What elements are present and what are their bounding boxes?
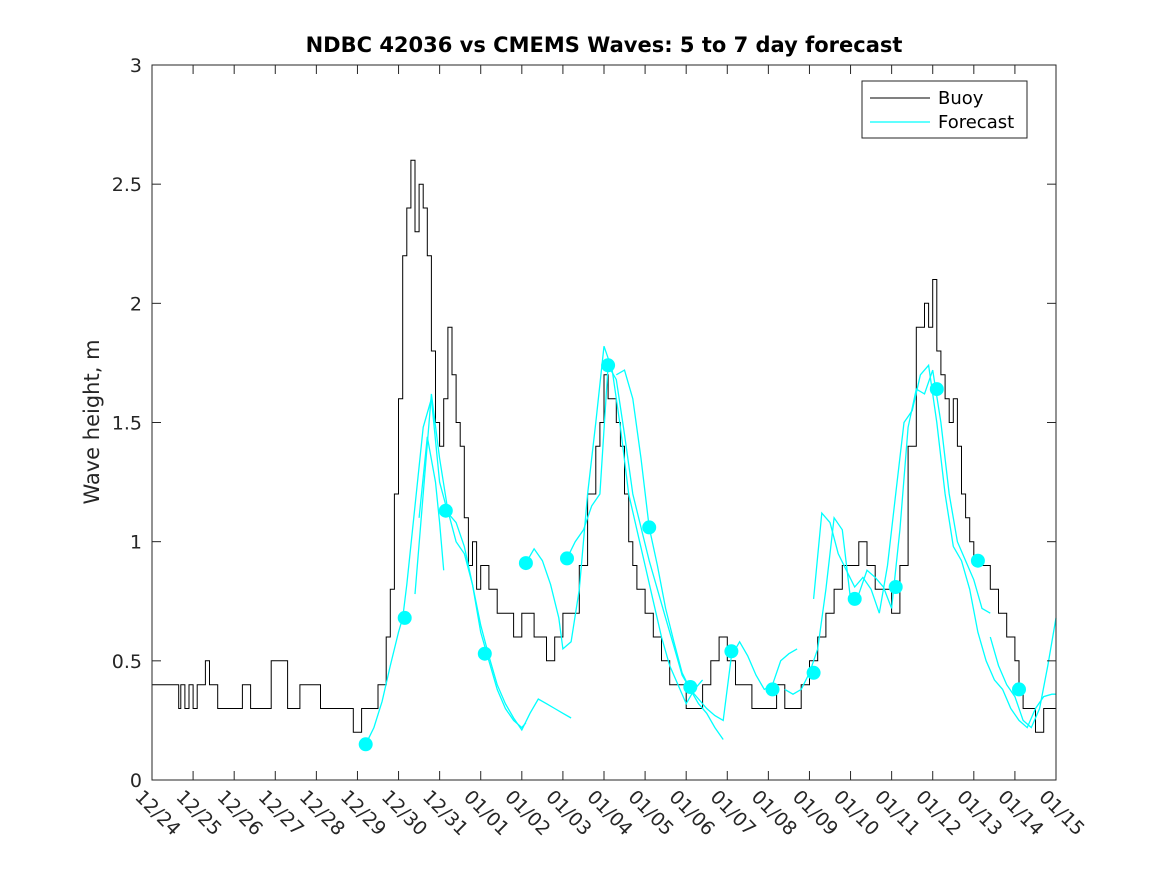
forecast-marker xyxy=(397,610,412,625)
plot-area xyxy=(152,159,1057,752)
forecast-marker xyxy=(929,382,944,397)
x-tick-label: 01/06 xyxy=(665,786,719,840)
x-tick-label: 01/13 xyxy=(952,786,1006,840)
x-tick-label: 12/27 xyxy=(254,786,308,840)
x-tick-label: 12/26 xyxy=(213,786,267,840)
forecast-marker xyxy=(477,646,492,661)
x-tick-label: 01/14 xyxy=(993,786,1047,840)
x-tick-label: 12/24 xyxy=(130,786,184,840)
x-tick-label: 01/01 xyxy=(459,786,513,840)
forecast-marker xyxy=(1012,682,1026,697)
forecast-marker xyxy=(724,644,739,659)
legend: Buoy Forecast xyxy=(861,80,1028,139)
x-tick-label: 01/07 xyxy=(706,786,760,840)
y-tick-label: 0.5 xyxy=(112,651,142,673)
legend-buoy-label: Buoy xyxy=(938,88,984,109)
forecast-series-line-9 xyxy=(989,617,1057,729)
forecast-series-line-8 xyxy=(812,363,1056,729)
forecast-marker xyxy=(970,553,985,568)
y-axis-label: Wave height, m xyxy=(80,339,104,504)
y-tick-label: 0 xyxy=(130,770,142,792)
y-tick-label: 1.5 xyxy=(112,413,142,435)
y-tick-label: 2 xyxy=(130,293,142,315)
x-tick-label: 01/15 xyxy=(1034,786,1088,840)
forecast-marker xyxy=(683,680,698,694)
x-tick-label: 01/12 xyxy=(911,786,965,840)
x-tick-label: 12/28 xyxy=(295,786,349,840)
forecast-marker xyxy=(438,503,453,518)
x-tick-label: 12/31 xyxy=(418,786,472,840)
x-tick-label: 01/02 xyxy=(500,786,554,840)
forecast-marker xyxy=(765,682,780,697)
x-tick-label: 01/08 xyxy=(747,786,801,840)
chart-title: NDBC 42036 vs CMEMS Waves: 5 to 7 day fo… xyxy=(306,33,903,57)
forecast-series-line-7 xyxy=(784,369,991,695)
y-tick-label: 3 xyxy=(130,55,142,77)
legend-box xyxy=(861,80,1028,139)
forecast-series-line-1 xyxy=(365,398,527,745)
forecast-marker xyxy=(642,520,657,535)
forecast-marker xyxy=(358,737,373,752)
x-tick-label: 01/04 xyxy=(582,786,636,840)
x-tick-label: 01/05 xyxy=(624,786,678,840)
forecast-marker xyxy=(888,580,903,594)
forecast-series-line-2 xyxy=(414,393,572,732)
x-tick-label: 01/09 xyxy=(788,786,842,840)
y-tick-label: 1 xyxy=(130,532,142,554)
buoy-series-line xyxy=(152,159,1056,733)
forecast-marker xyxy=(601,358,616,373)
forecast-series-line-3 xyxy=(418,436,445,571)
forecast-marker xyxy=(847,591,862,606)
legend-forecast-label: Forecast xyxy=(938,112,1014,133)
y-tick-label: 2.5 xyxy=(112,174,142,196)
forecast-marker xyxy=(518,556,533,571)
y-axis: 0 0.5 1 1.5 2 2.5 3 xyxy=(112,55,1056,792)
x-tick-label: 12/29 xyxy=(336,786,390,840)
x-tick-label: 01/03 xyxy=(541,786,595,840)
forecast-series-line-6 xyxy=(615,369,724,740)
forecast-series-line-5 xyxy=(566,363,798,722)
forecast-marker xyxy=(560,551,574,566)
x-tick-label: 01/10 xyxy=(829,786,883,840)
forecast-marker xyxy=(806,665,821,680)
x-tick-label: 12/30 xyxy=(377,786,431,840)
x-tick-label: 01/11 xyxy=(870,786,924,840)
x-tick-label: 12/25 xyxy=(172,786,226,840)
